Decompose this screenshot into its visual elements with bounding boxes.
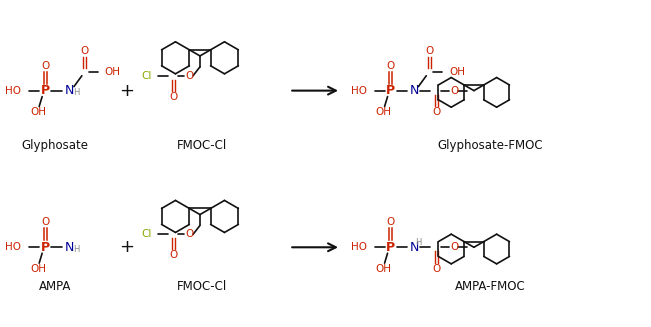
Text: +: + [119, 238, 134, 256]
Text: O: O [387, 217, 395, 228]
Text: O: O [450, 86, 458, 95]
Text: AMPA-FMOC: AMPA-FMOC [454, 281, 525, 293]
Text: P: P [386, 84, 395, 97]
Text: O: O [81, 46, 89, 56]
Text: H: H [74, 88, 80, 97]
Text: O: O [169, 250, 177, 260]
Text: O: O [41, 61, 49, 71]
Text: HO: HO [5, 86, 21, 95]
Text: OH: OH [105, 67, 120, 77]
Text: HO: HO [351, 86, 367, 95]
Text: O: O [425, 46, 434, 56]
Text: HO: HO [5, 242, 21, 252]
Text: P: P [386, 241, 395, 254]
Text: O: O [169, 92, 177, 102]
Text: HO: HO [351, 242, 367, 252]
Text: Glyphosate: Glyphosate [21, 139, 89, 152]
Text: OH: OH [376, 264, 392, 274]
Text: AMPA: AMPA [39, 281, 71, 293]
Text: FMOC-Cl: FMOC-Cl [177, 281, 227, 293]
Text: Cl: Cl [141, 71, 151, 81]
Text: OH: OH [376, 108, 392, 117]
Text: O: O [185, 230, 193, 239]
Text: P: P [40, 241, 49, 254]
Text: O: O [432, 264, 440, 274]
Text: N: N [409, 84, 419, 97]
Text: O: O [185, 71, 193, 81]
Text: O: O [432, 108, 440, 117]
Text: P: P [40, 84, 49, 97]
Text: FMOC-Cl: FMOC-Cl [177, 139, 227, 152]
Text: H: H [74, 245, 80, 254]
Text: O: O [41, 217, 49, 228]
Text: OH: OH [449, 67, 465, 77]
Text: O: O [450, 242, 458, 252]
Text: +: + [119, 82, 134, 100]
Text: Cl: Cl [141, 230, 151, 239]
Text: O: O [387, 61, 395, 71]
Text: N: N [64, 84, 74, 97]
Text: N: N [409, 241, 419, 254]
Text: N: N [64, 241, 74, 254]
Text: Glyphosate-FMOC: Glyphosate-FMOC [437, 139, 543, 152]
Text: OH: OH [30, 108, 46, 117]
Text: OH: OH [30, 264, 46, 274]
Text: H: H [415, 238, 422, 247]
